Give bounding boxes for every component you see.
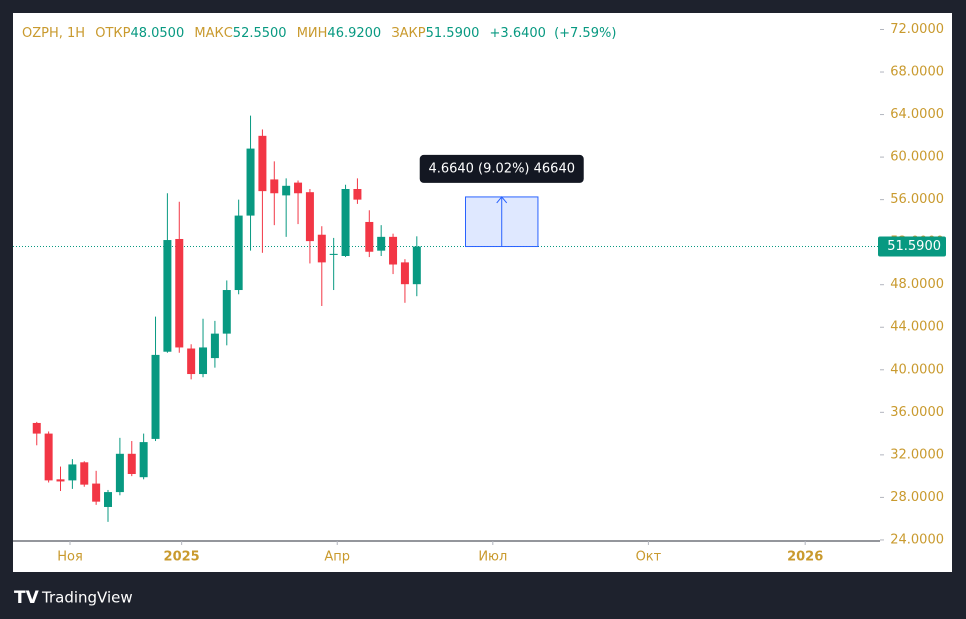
candle-body bbox=[234, 215, 243, 291]
candle-body bbox=[139, 442, 148, 478]
candle-body bbox=[365, 221, 374, 252]
candle-body bbox=[68, 464, 77, 481]
candle-body bbox=[412, 246, 421, 285]
candle-body bbox=[80, 462, 89, 485]
x-tick-label: Июл bbox=[478, 550, 507, 565]
open-label: ОТКР bbox=[95, 26, 130, 41]
candle-body bbox=[246, 148, 255, 216]
candle-body bbox=[44, 433, 53, 481]
high-label: МАКС bbox=[194, 26, 232, 41]
y-tick-label: 60.0000 bbox=[890, 150, 944, 165]
candle-body bbox=[127, 453, 136, 475]
change: +3.6400 bbox=[490, 26, 546, 41]
y-tick-label: 28.0000 bbox=[890, 490, 944, 505]
candle-body bbox=[270, 179, 279, 194]
candle-body bbox=[222, 290, 231, 334]
y-tick-label: 40.0000 bbox=[890, 362, 944, 377]
last-price-badge bbox=[878, 236, 946, 257]
candle-body bbox=[258, 135, 267, 192]
close-value: 51.5900 bbox=[426, 26, 480, 41]
x-tick-label: 2026 bbox=[787, 550, 823, 565]
x-tick-label: Апр bbox=[324, 550, 350, 565]
candle-body bbox=[32, 422, 41, 434]
candle-body bbox=[353, 189, 362, 200]
candle-body bbox=[282, 185, 291, 196]
candle-body bbox=[175, 238, 184, 348]
change-pct: (+7.59%) bbox=[554, 26, 616, 41]
x-tick-label: Окт bbox=[636, 550, 662, 565]
measure-label: 4.6640 (9.02%) 46640 bbox=[428, 161, 575, 176]
header-text: OZPH, 1Н ОТКР48.0500 МАКС52.5500 МИН46.9… bbox=[22, 26, 616, 41]
candle-body bbox=[210, 333, 219, 359]
candle-body bbox=[199, 347, 208, 375]
candle-body bbox=[305, 192, 314, 242]
y-tick-label: 24.0000 bbox=[890, 532, 944, 547]
candle-body bbox=[92, 483, 101, 502]
candle-body bbox=[151, 354, 160, 439]
measure-tooltip bbox=[419, 154, 584, 183]
y-tick-label: 64.0000 bbox=[890, 107, 944, 122]
chart-area bbox=[13, 13, 952, 572]
y-tick-label: 44.0000 bbox=[890, 320, 944, 335]
candle-body bbox=[400, 262, 409, 285]
close-label: ЗАКР bbox=[391, 26, 425, 41]
brand-name: TradingView bbox=[41, 589, 133, 607]
open-value: 48.0500 bbox=[130, 26, 184, 41]
brand: TV TradingView bbox=[14, 588, 133, 608]
high-value: 52.5500 bbox=[233, 26, 287, 41]
brand-logo: TV bbox=[14, 588, 40, 608]
candle-body bbox=[389, 236, 398, 265]
y-tick-label: 72.0000 bbox=[890, 22, 944, 37]
candle-body bbox=[187, 348, 196, 375]
y-tick-label: 36.0000 bbox=[890, 405, 944, 420]
low-value: 46.9200 bbox=[327, 26, 381, 41]
candle-body bbox=[377, 236, 386, 251]
y-tick-label: 56.0000 bbox=[890, 192, 944, 207]
header: OZPH, 1Н ОТКР48.0500 МАКС52.5500 МИН46.9… bbox=[22, 26, 616, 41]
candle-body bbox=[104, 492, 113, 507]
x-tick-label: Ноя bbox=[57, 550, 83, 565]
last-price-label: 51.5900 bbox=[887, 239, 941, 254]
candle-body bbox=[317, 234, 326, 263]
candle-body bbox=[115, 453, 124, 493]
candle-body bbox=[163, 240, 172, 352]
measure-arrow-head bbox=[496, 196, 508, 204]
candle-body bbox=[329, 253, 338, 255]
y-tick-label: 48.0000 bbox=[890, 277, 944, 292]
symbol: OZPH, 1Н bbox=[22, 26, 85, 41]
low-label: МИН bbox=[297, 26, 328, 41]
candle-body bbox=[341, 189, 350, 256]
candle-body bbox=[294, 182, 303, 194]
y-tick-label: 68.0000 bbox=[890, 65, 944, 80]
candle-body bbox=[56, 479, 65, 482]
x-tick-label: 2025 bbox=[164, 550, 200, 565]
y-tick-label: 32.0000 bbox=[890, 447, 944, 462]
